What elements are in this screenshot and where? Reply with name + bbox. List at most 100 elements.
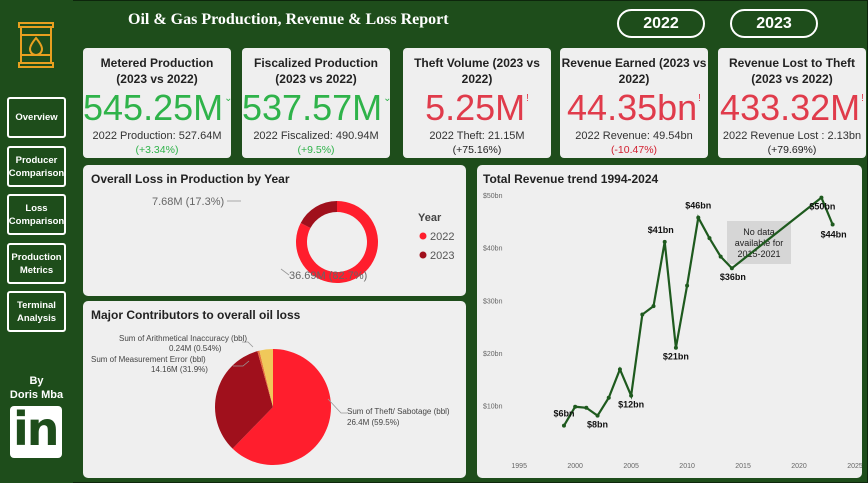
donut-slices [296,201,378,283]
nav-overview-label: Overview [15,112,58,123]
nav-label-line2: Comparison [8,215,65,227]
kpi-change: (-10.47%) [610,144,658,156]
kpi-change: (+3.34%) [135,144,179,156]
pie-leader-arith [242,341,254,348]
revenue-point-2000[interactable] [573,404,578,409]
kpi-title: Fiscalized Production (2023 vs 2022) [242,55,390,87]
data-label-1999: $6bn [553,409,574,419]
nav-label-line2: Analysis [16,312,57,324]
pie-label-arith-value: 0.24M (0.54%) [169,344,222,353]
revenue-point-1999[interactable] [561,423,566,428]
data-label-2014: $36bn [720,272,746,282]
kpi-value-text: 537.57M [242,87,383,128]
donut-slice-2023[interactable] [300,201,337,229]
kpi-alert-icon: ! [698,93,701,104]
data-label-2009: $21bn [663,352,689,362]
kpi-change: (+75.16%) [452,144,502,156]
kpi-title-line1: Fiscalized Production [253,56,379,70]
x-tick-label: 2010 [679,463,695,470]
revenue-point-2022[interactable] [819,195,824,200]
y-tick-label: $30bn [483,298,503,305]
data-labels: $6bn $8bn $12bn $41bn $21bn $46bn $36bn $50bn $4… [553,201,846,430]
nav-loss-comparison[interactable]: Loss Comparison [7,194,66,235]
kpi-value: 545.25M⌄ [83,88,233,128]
legend-label-2023[interactable]: 2023 [430,250,454,262]
x-tick-label: 2015 [735,463,751,470]
no-data-annotation-box [727,221,791,264]
linkedin-icon[interactable]: in [10,402,62,458]
kpi-change: (+9.5%) [297,144,335,156]
pie-label-theft-value: 26.4M (59.5%) [347,418,400,427]
x-tick-label: 2025 [847,463,862,470]
data-label-2005: $12bn [618,400,644,410]
y-tick-label: $10bn [483,404,503,411]
revenue-point-2001[interactable] [584,405,589,410]
kpi-previous: 2022 Fiscalized: 490.94M [253,130,379,142]
nav-label-line2: Metrics [19,264,54,276]
linkedin-text: in [13,402,59,456]
pie-slice-theft[interactable] [232,349,331,465]
loss-contributors-title: Major Contributors to overall oil loss [91,308,301,322]
no-data-annotation-line2: available for [735,238,784,248]
year-button-2023[interactable]: 2023 [730,9,818,38]
pie-label-measurement-name: Sum of Measurement Error (bbl) [91,355,206,364]
pie-slice-arith[interactable] [257,350,273,407]
kpi-value: 433.32M! [718,88,866,128]
loss-contributors-chart: Sum of Arithmetical Inaccuracy (bbl) 0.2… [91,334,450,465]
revenue-point-2003[interactable] [606,395,611,400]
kpi-card-theft-volume: Theft Volume (2023 vs 2022) 5.25M! 2022 … [403,48,551,158]
kpi-alert-icon: ! [526,93,529,104]
kpi-trend-icon: ⌄ [383,93,392,104]
loss-contributors-panel: Major Contributors to overall oil loss S… [83,301,466,478]
kpi-title-line2: (2023 vs 2022) [116,72,198,86]
nav-producer-comparison[interactable]: Producer Comparison [7,146,66,187]
revenue-point-2013[interactable] [718,254,723,259]
data-label-2011: $46bn [685,201,711,211]
x-tick-label: 1995 [511,463,527,470]
kpi-title-line1: Revenue Lost to Theft [728,56,855,70]
kpi-card-fiscalized-production: Fiscalized Production (2023 vs 2022) 537… [242,48,392,158]
pie-slice-other[interactable] [259,349,273,407]
nav-terminal-analysis[interactable]: Terminal Analysis [7,291,66,332]
loss-by-year-panel: Overall Loss in Production by Year 7.68M… [83,165,466,296]
kpi-trend-icon: ⌄ [224,93,233,104]
legend-label-2022[interactable]: 2022 [430,231,454,243]
kpi-title-line1: Revenue Earned (2023 vs [561,56,707,70]
nav-production-metrics[interactable]: Production Metrics [7,243,66,284]
year-button-2022[interactable]: 2022 [617,9,705,38]
revenue-point-2002[interactable] [595,413,600,418]
nav-label-line2: Comparison [8,167,65,179]
revenue-point-2023[interactable] [830,222,835,227]
kpi-alert-icon: ! [861,93,864,104]
revenue-trend-panel: Total Revenue trend 1994-2024 $10bn $20bn… [477,165,862,478]
revenue-trend-chart: $10bn $20bn $30bn $40bn $50bn 1995 2000 2005 201… [483,193,862,470]
page-title: Oil & Gas Production, Revenue & Loss Rep… [128,11,449,28]
x-tick-label: 2005 [623,463,639,470]
revenue-point-2011[interactable] [696,215,701,220]
revenue-series [561,195,835,428]
revenue-point-2010[interactable] [685,283,690,288]
kpi-value: 537.57M⌄ [242,87,392,128]
loss-by-year-title: Overall Loss in Production by Year [91,172,290,186]
x-tick-label: 2020 [791,463,807,470]
nav-overview[interactable]: Overview [7,97,66,138]
kpi-title: Revenue Lost to Theft (2023 vs 2022) [718,55,866,87]
pie-slices [215,349,331,465]
revenue-point-2014[interactable] [729,266,734,271]
kpi-previous: 2022 Production: 527.64M [92,130,222,142]
data-label-2023: $44bn [821,229,847,239]
data-label-2002: $8bn [587,420,608,430]
revenue-point-2007[interactable] [651,304,656,309]
kpi-card-revenue-earned: Revenue Earned (2023 vs 2022) 44.35bn! 2… [560,48,708,158]
legend-marker-2023 [419,251,427,259]
legend-marker-2022 [419,232,427,240]
pie-slice-measurement[interactable] [215,351,273,449]
revenue-point-2009[interactable] [673,345,678,350]
kpi-previous: 2022 Revenue Lost : 2.13bn [722,130,862,142]
revenue-point-2005[interactable] [629,393,634,398]
revenue-point-2012[interactable] [707,236,712,241]
revenue-point-2004[interactable] [617,367,622,372]
kpi-title-line2: (2023 vs 2022) [751,72,833,86]
revenue-point-2008[interactable] [662,239,667,244]
revenue-point-2006[interactable] [640,312,645,317]
